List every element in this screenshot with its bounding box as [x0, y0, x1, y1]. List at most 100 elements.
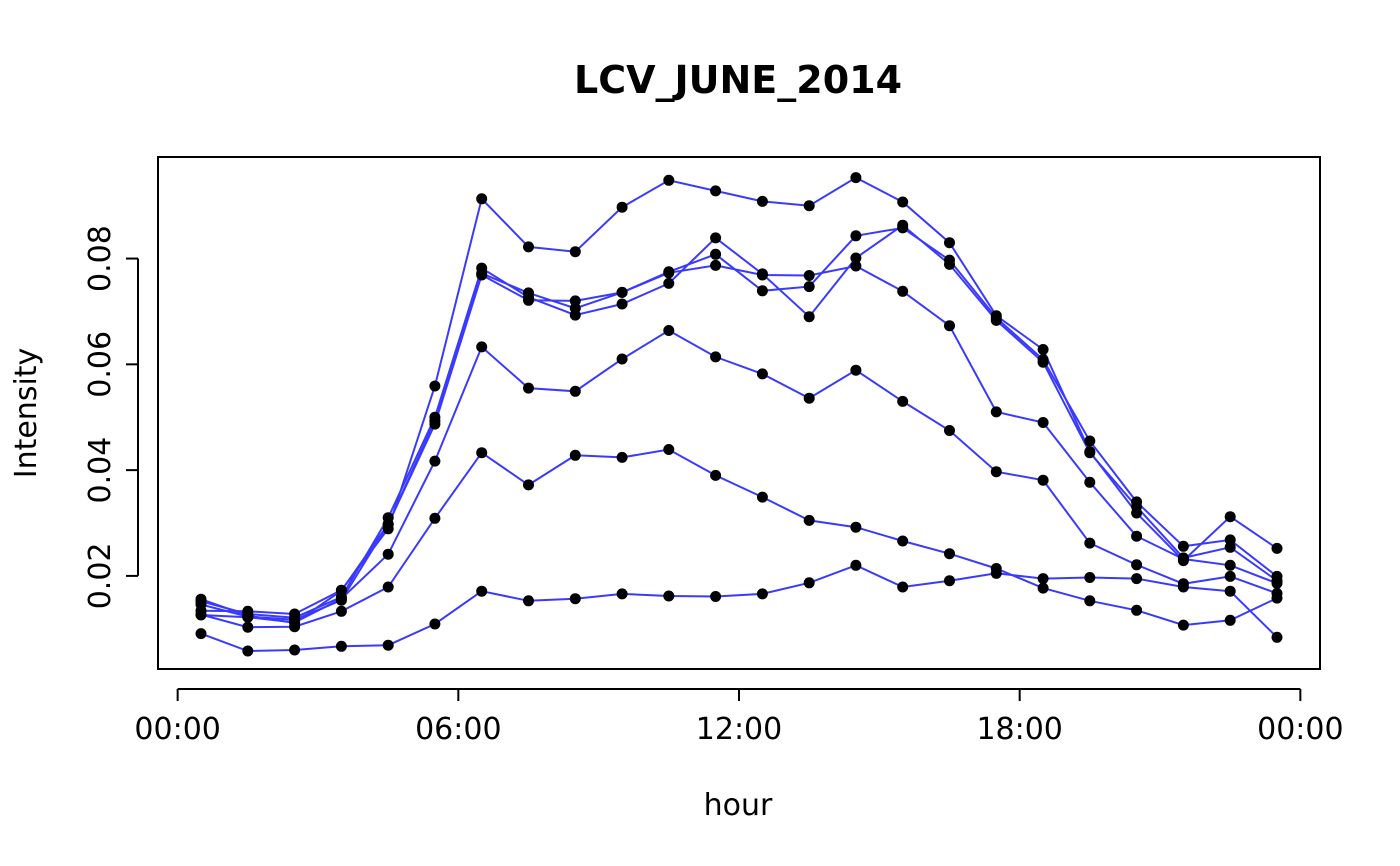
data-point [944, 237, 955, 249]
data-point [663, 590, 675, 602]
data-point [523, 382, 534, 394]
data-point [990, 406, 1002, 418]
data-point [242, 611, 254, 623]
x-tick-label: 18:00 [976, 712, 1062, 747]
data-point [710, 259, 722, 271]
data-point [803, 514, 815, 526]
series-lines [200, 176, 1278, 653]
chart-title: LCV_JUNE_2014 [574, 58, 902, 102]
data-point [1177, 540, 1189, 552]
data-point [195, 609, 207, 620]
data-point [1084, 537, 1096, 549]
series-line-7 [200, 564, 1278, 653]
data-point [429, 618, 441, 630]
data-point [944, 425, 955, 436]
data-point [616, 451, 628, 463]
data-point [1084, 572, 1096, 583]
data-point [1271, 631, 1283, 643]
data-point [897, 395, 909, 407]
data-point [803, 577, 815, 589]
data-point [990, 466, 1002, 478]
data-point [944, 258, 955, 270]
data-point [850, 521, 862, 533]
data-point [1177, 581, 1189, 593]
data-point [569, 295, 581, 307]
data-point [803, 270, 815, 281]
data-point [897, 535, 909, 547]
y-tick-label: 0.08 [83, 225, 118, 292]
x-tick-label: 12:00 [696, 712, 782, 747]
data-point [663, 277, 675, 289]
series-line-5 [200, 329, 1278, 624]
data-point [663, 325, 675, 336]
data-point [382, 518, 394, 530]
x-tick-label: 00:00 [1257, 712, 1343, 747]
data-point [1224, 585, 1236, 597]
x-axis-label: hour [704, 788, 773, 823]
data-point [523, 294, 534, 306]
data-point [569, 309, 581, 321]
data-point [1131, 530, 1143, 542]
data-point [1037, 356, 1049, 368]
data-point [710, 248, 722, 260]
data-point [195, 599, 207, 610]
data-point [1224, 559, 1236, 571]
data-point [1084, 435, 1096, 447]
data-point [756, 195, 768, 207]
series-line-1 [200, 176, 1278, 616]
data-point [1037, 573, 1049, 585]
data-point [569, 449, 581, 461]
data-point [1271, 592, 1283, 604]
data-point [897, 219, 909, 231]
data-point [803, 311, 815, 323]
data-point [944, 320, 955, 332]
data-point [476, 269, 488, 281]
data-point [382, 581, 394, 593]
data-point [289, 644, 301, 656]
data-point [990, 567, 1002, 579]
data-point [710, 591, 722, 602]
data-point [710, 185, 722, 197]
data-point [523, 241, 534, 253]
data-point [382, 639, 394, 651]
data-point [476, 447, 488, 459]
data-point [195, 628, 207, 640]
data-point [756, 269, 768, 281]
data-point [756, 588, 768, 600]
y-tick-label: 0.02 [83, 543, 118, 610]
plot-area-frame [157, 156, 1321, 670]
y-tick-label: 0.04 [83, 437, 118, 504]
data-point [242, 621, 254, 633]
data-point [1037, 344, 1049, 355]
data-point [944, 548, 955, 560]
data-point [1177, 619, 1189, 631]
data-point [850, 172, 862, 184]
data-point [616, 201, 628, 213]
data-point [850, 252, 862, 264]
data-point [616, 286, 628, 298]
data-point [850, 364, 862, 376]
data-point [1131, 573, 1143, 585]
data-point [569, 385, 581, 397]
data-point [335, 593, 347, 605]
data-point [616, 588, 628, 600]
series-points [195, 172, 1283, 657]
data-point [1224, 570, 1236, 582]
series-line-4 [200, 264, 1278, 621]
data-point [897, 581, 909, 593]
data-point [1037, 474, 1049, 486]
data-point [429, 455, 441, 467]
data-point [335, 605, 347, 617]
data-point [1177, 553, 1189, 565]
data-point [663, 267, 675, 279]
data-point [476, 585, 488, 597]
data-point [1224, 614, 1236, 626]
data-point [897, 196, 909, 208]
data-point [523, 479, 534, 491]
data-point [850, 559, 862, 571]
data-point [710, 351, 722, 363]
data-point [523, 595, 534, 607]
data-point [476, 193, 488, 205]
data-point [429, 418, 441, 430]
